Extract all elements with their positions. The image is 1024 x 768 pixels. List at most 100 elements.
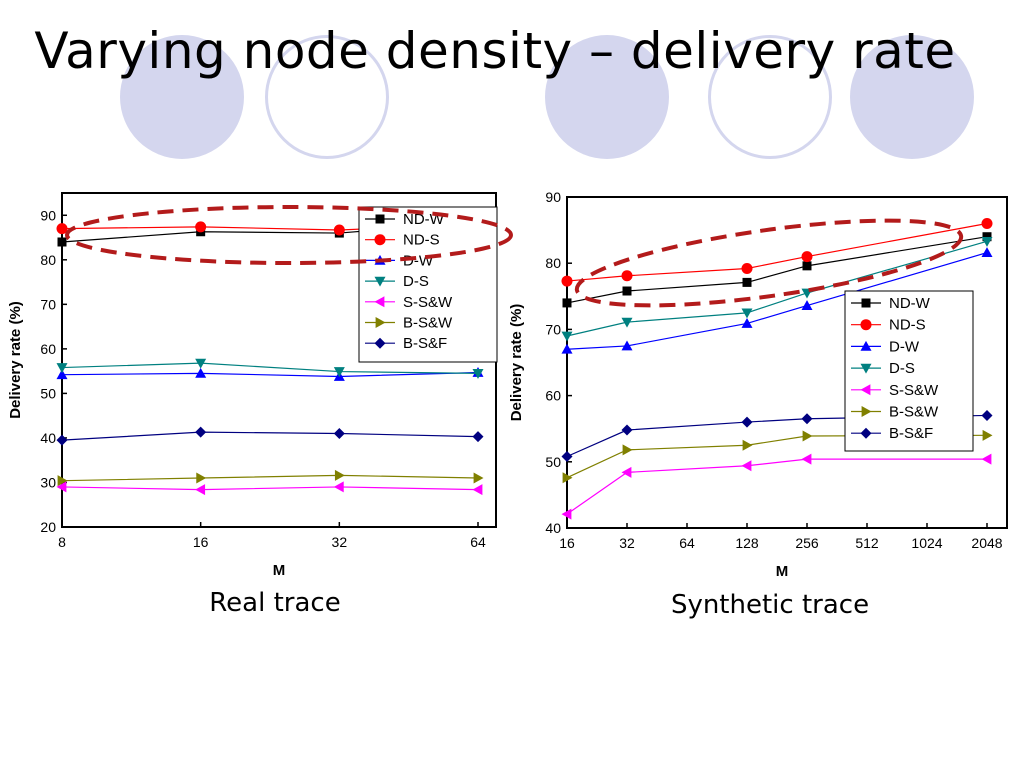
synthetic-point-nd-w <box>802 261 812 271</box>
real-series-b-sandf <box>56 426 484 446</box>
synthetic-point-d-s <box>621 317 633 328</box>
real-legend-entry-d-s: D-S <box>403 273 429 290</box>
decorative-circle-1 <box>120 35 244 159</box>
synthetic-point-b-sandf <box>801 413 813 425</box>
real-line-s-sandw <box>61 486 479 491</box>
synthetic-x-tick-label: 64 <box>679 535 695 551</box>
real-legend-marker <box>374 337 386 349</box>
real-point-d-s <box>56 363 68 374</box>
synthetic-point-b-sandw <box>562 472 573 484</box>
synthetic-series-s-sandw <box>561 453 992 520</box>
real-legend-entry-b-sandw: B-S&W <box>403 315 453 332</box>
real-legend-box <box>358 206 498 363</box>
synthetic-legend-entry-nd-s: ND-S <box>889 317 926 334</box>
synthetic-y-tick-label: 40 <box>545 520 561 536</box>
synthetic-highlight-ellipse <box>574 218 964 308</box>
real-x-tick-label: 32 <box>332 534 348 550</box>
real-legend-marker <box>374 234 386 246</box>
real-point-b-sandf <box>333 427 345 439</box>
real-x-tick-label: 64 <box>470 534 486 550</box>
synthetic-point-nd-s <box>561 275 573 287</box>
real-line-d-s <box>61 362 479 374</box>
synthetic-point-d-w <box>741 317 753 328</box>
real-x-tick-label: 16 <box>193 534 209 550</box>
synthetic-y-tick-label: 50 <box>545 454 561 470</box>
synthetic-legend-marker <box>861 298 871 308</box>
real-legend-marker <box>375 214 385 224</box>
synthetic-point-b-sandw <box>802 430 813 442</box>
real-legend-marker <box>374 276 386 287</box>
synthetic-point-nd-s <box>981 217 993 229</box>
real-highlight-ellipse <box>65 205 513 265</box>
synthetic-y-tick-label: 70 <box>545 321 561 337</box>
synthetic-legend-entry-d-w: D-W <box>889 338 920 355</box>
synthetic-point-d-w <box>801 300 813 310</box>
real-point-nd-s <box>333 224 345 236</box>
real-line-d-w <box>61 371 479 378</box>
real-series-b-sandw <box>57 469 484 487</box>
real-y-tick-label: 60 <box>40 341 56 357</box>
synthetic-legend-marker <box>861 406 872 417</box>
real-legend-entry-b-sandf: B-S&F <box>403 335 447 352</box>
real-point-b-sandw <box>57 475 68 487</box>
real-point-d-s <box>333 367 345 378</box>
synthetic-point-d-s <box>981 236 993 247</box>
synthetic-y-tick-label: 80 <box>545 255 561 271</box>
synthetic-point-d-w <box>981 247 993 258</box>
synthetic-point-s-sandw <box>801 453 812 465</box>
synthetic-x-tick-label: 32 <box>619 535 635 551</box>
real-series-d-w <box>56 366 484 381</box>
synthetic-legend-entry-d-s: D-S <box>889 360 915 377</box>
real-line-b-sandf <box>61 431 479 441</box>
synthetic-point-b-sandf <box>981 409 993 421</box>
real-point-d-s <box>195 358 207 369</box>
real-y-tick-label: 40 <box>40 430 56 446</box>
real-y-tick-label: 80 <box>40 252 56 268</box>
real-point-b-sandw <box>334 469 345 481</box>
real-legend-marker <box>375 317 386 328</box>
real-x-tick-label: 8 <box>58 534 66 550</box>
synthetic-x-tick-label: 256 <box>795 535 819 551</box>
real-x-axis-label: M <box>273 562 286 579</box>
synthetic-plot-frame <box>566 196 1008 529</box>
real-point-nd-w <box>57 237 67 247</box>
real-point-s-sandw <box>56 481 67 493</box>
real-point-b-sandf <box>56 434 68 446</box>
real-trace-caption: Real trace <box>209 588 341 618</box>
real-y-tick-label: 30 <box>40 474 56 490</box>
synthetic-point-b-sandf <box>621 424 633 436</box>
synthetic-point-d-w <box>561 343 573 354</box>
real-legend-marker <box>374 296 385 308</box>
synthetic-point-nd-s <box>801 251 813 263</box>
real-point-b-sandw <box>473 472 484 484</box>
synthetic-legend-marker <box>860 384 871 396</box>
real-point-d-w <box>56 369 68 380</box>
synthetic-y-axis-label: Delivery rate (%) <box>508 304 525 422</box>
synthetic-series-nd-s <box>561 217 993 287</box>
real-y-tick-label: 90 <box>40 207 56 223</box>
synthetic-y-tick-label: 90 <box>545 189 561 205</box>
synthetic-trace-chart: 40 50 60 70 80 90 16 32 64 128 256 512 1024 2048 M Deli… <box>508 189 1008 580</box>
synthetic-legend-entry-s-sandw: S-S&W <box>889 382 939 399</box>
real-point-d-s <box>472 368 484 379</box>
real-point-b-sandf <box>195 426 207 438</box>
synthetic-legend-entry-nd-w: ND-W <box>889 295 931 312</box>
real-point-nd-s <box>195 221 207 233</box>
synthetic-series-d-w <box>561 247 993 354</box>
synthetic-point-s-sandw <box>561 508 572 520</box>
synthetic-x-tick-label: 1024 <box>911 535 942 551</box>
synthetic-point-s-sandw <box>981 453 992 465</box>
real-legend-entry-s-sandw: S-S&W <box>403 294 453 311</box>
synthetic-point-s-sandw <box>621 466 632 478</box>
decorative-circle-5 <box>850 35 974 159</box>
synthetic-x-tick-label: 512 <box>855 535 879 551</box>
synthetic-point-nd-w <box>562 298 572 308</box>
real-y-tick-label: 50 <box>40 385 56 401</box>
decorative-circle-3 <box>545 35 669 159</box>
decorative-circle-4 <box>708 35 832 159</box>
synthetic-point-d-w <box>621 340 633 351</box>
real-point-b-sandf <box>472 431 484 443</box>
synthetic-point-b-sandw <box>622 444 633 456</box>
real-y-axis-label: Delivery rate (%) <box>7 301 24 419</box>
synthetic-point-nd-w <box>982 232 992 242</box>
